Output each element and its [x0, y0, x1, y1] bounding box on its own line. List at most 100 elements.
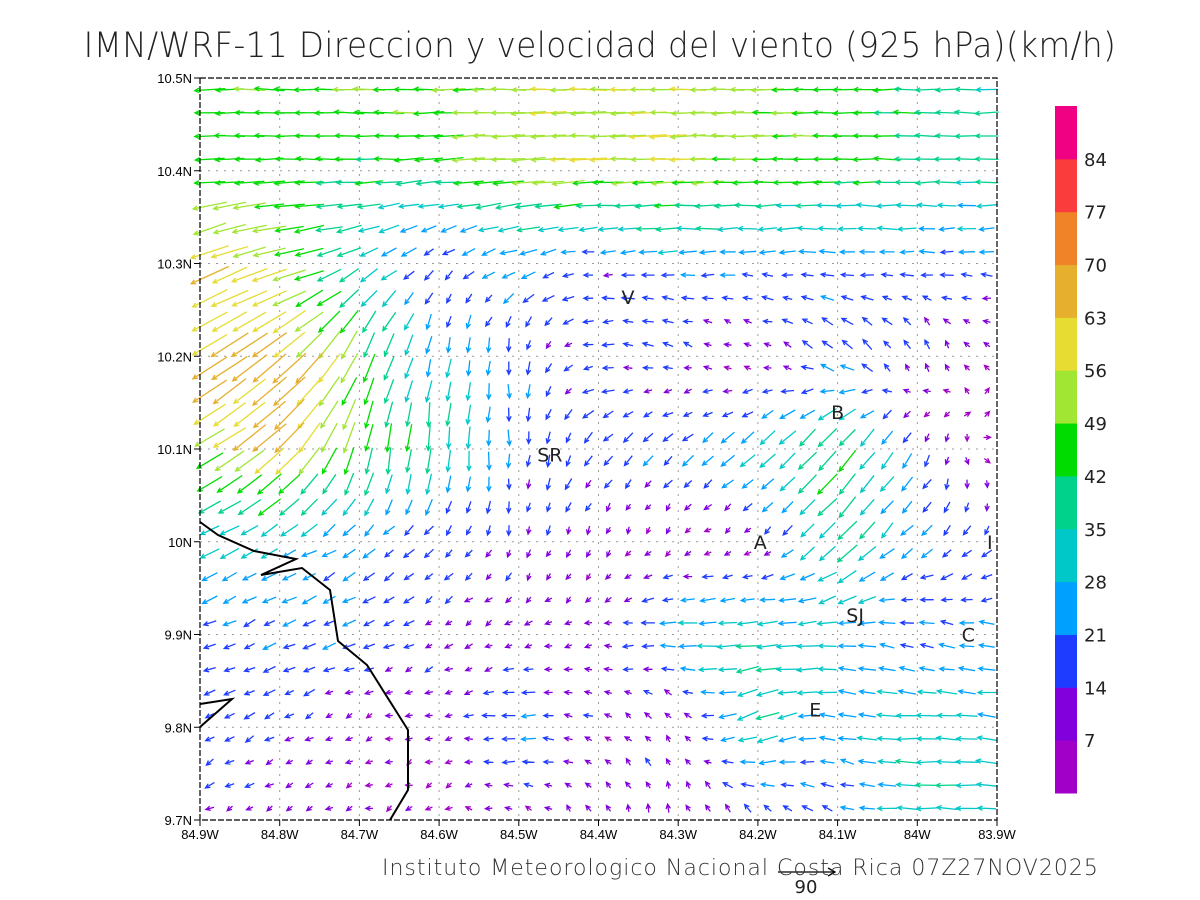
wind-arrow: [204, 805, 215, 812]
wind-arrow: [877, 619, 896, 626]
wind-arrow: [631, 180, 664, 186]
wind-arrow: [563, 666, 573, 672]
wind-arrow: [224, 782, 235, 788]
wind-arrow: [799, 546, 815, 561]
wind-arrow: [838, 408, 856, 421]
wind-arrow: [273, 331, 306, 358]
wind-arrow: [902, 432, 912, 444]
wind-arrow: [798, 428, 816, 447]
wind-arrow: [922, 501, 932, 513]
colorbar-label: 7: [1084, 731, 1095, 752]
wind-arrow: [581, 249, 595, 255]
wind-arrow: [526, 526, 532, 536]
wind-arrow: [722, 388, 733, 394]
wind-arrow: [635, 226, 660, 232]
wind-arrow: [381, 289, 397, 308]
wind-arrow: [585, 549, 592, 559]
wind-arrow: [643, 388, 653, 394]
wind-arrow: [878, 597, 895, 603]
wind-arrow: [502, 293, 515, 305]
wind-arrow: [860, 295, 874, 301]
wind-arrow: [758, 249, 776, 256]
wind-arrow: [621, 643, 634, 650]
wind-arrow: [859, 428, 875, 447]
wind-arrow: [817, 498, 838, 517]
wind-arrow: [944, 456, 950, 466]
wind-arrow: [543, 620, 553, 626]
wind-arrow: [609, 110, 646, 117]
wind-arrow: [405, 449, 413, 474]
wind-arrow: [278, 473, 301, 495]
wind-arrow: [424, 573, 434, 581]
wind-arrow: [857, 666, 877, 672]
wind-arrow: [901, 476, 914, 492]
wind-arrow: [537, 226, 559, 233]
wind-arrow: [295, 289, 324, 308]
wind-arrow: [723, 318, 732, 325]
wind-arrow: [236, 474, 263, 494]
wind-arrow: [700, 272, 715, 279]
wind-arrow: [735, 643, 760, 650]
wind-arrow: [424, 643, 433, 649]
wind-arrow: [974, 133, 999, 139]
wind-arrow: [682, 341, 693, 348]
wind-arrow: [202, 666, 216, 673]
wind-arrow: [837, 735, 857, 742]
wind-arrow: [694, 225, 720, 232]
wind-arrow: [643, 711, 653, 719]
wind-arrow: [524, 805, 532, 812]
wind-arrow: [222, 620, 237, 627]
wind-arrow: [816, 225, 837, 232]
wind-arrow: [944, 478, 950, 491]
wind-arrow: [221, 571, 238, 582]
wind-arrow: [323, 571, 336, 582]
wind-arrow: [662, 433, 674, 443]
wind-arrow: [205, 758, 214, 767]
wind-arrow: [500, 712, 516, 719]
wind-arrow: [739, 454, 756, 468]
wind-arrow: [895, 712, 919, 719]
wind-arrow: [202, 620, 217, 627]
wind-arrow: [264, 712, 275, 720]
wind-arrow: [620, 295, 635, 301]
wind-arrow: [563, 364, 574, 372]
wind-arrow: [545, 550, 552, 558]
wind-arrow: [625, 526, 632, 536]
wind-arrow: [915, 712, 938, 719]
wind-arrow: [423, 248, 434, 256]
city-label: I: [987, 532, 993, 554]
wind-arrow: [879, 572, 895, 581]
wind-arrow: [506, 429, 512, 447]
wind-arrow: [571, 180, 604, 186]
wind-arrow: [362, 619, 375, 627]
wind-arrow: [285, 759, 294, 765]
wind-arrow: [818, 595, 836, 605]
wind-arrow: [521, 759, 535, 765]
wind-arrow: [982, 341, 991, 348]
wind-arrow: [801, 318, 813, 325]
wind-arrow: [522, 293, 535, 303]
wind-arrow: [274, 225, 304, 234]
wind-arrow: [549, 87, 587, 93]
wind-arrow: [216, 474, 243, 493]
wind-arrow: [935, 735, 958, 741]
wind-arrow: [463, 759, 473, 765]
wind-arrow: [383, 572, 395, 582]
wind-arrow: [779, 476, 796, 492]
wind-arrow: [973, 110, 999, 117]
wind-arrow: [542, 735, 555, 742]
wind-arrow: [975, 203, 997, 209]
wind-arrow: [944, 339, 950, 349]
wind-arrow: [899, 272, 914, 278]
wind-arrow: [641, 643, 655, 650]
wind-arrow: [974, 758, 998, 765]
wind-arrow: [962, 525, 972, 536]
wind-arrow: [481, 248, 496, 256]
wind-arrow: [217, 500, 242, 514]
wind-arrow: [961, 295, 972, 301]
wind-arrow: [506, 384, 512, 400]
wind-arrow: [364, 498, 375, 517]
colorbar-swatch: [1055, 687, 1077, 741]
wind-arrow: [424, 712, 433, 719]
wind-arrow: [964, 502, 970, 513]
